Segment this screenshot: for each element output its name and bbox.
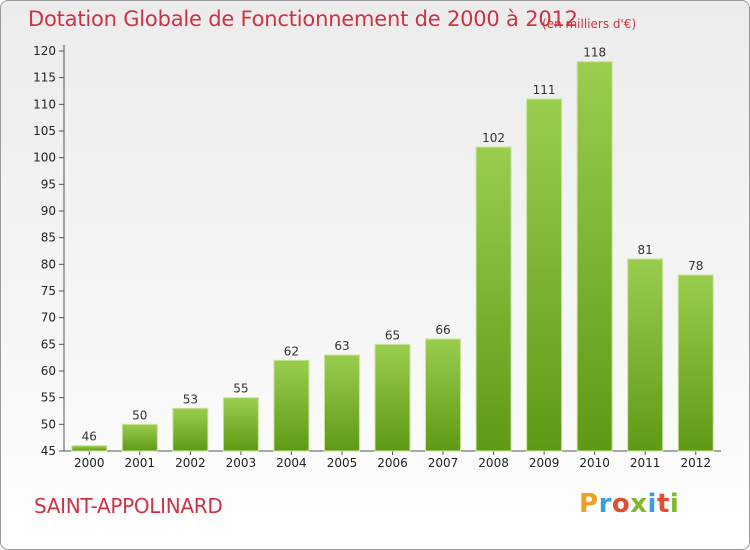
data-label: 118	[583, 46, 606, 60]
data-label: 81	[638, 243, 653, 257]
bar-2004	[273, 359, 310, 452]
y-tick-label: 70	[41, 311, 56, 325]
data-label: 63	[334, 339, 349, 353]
bar-2010	[576, 61, 613, 452]
y-tick-label: 55	[41, 391, 56, 405]
data-label: 55	[233, 382, 248, 396]
data-label: 50	[132, 408, 147, 422]
data-label: 62	[284, 344, 299, 358]
x-tick-label: 2010	[579, 456, 610, 470]
bar-2008	[475, 146, 512, 452]
data-label: 65	[385, 328, 400, 342]
bar-2011	[627, 258, 664, 452]
data-label: 53	[183, 392, 198, 406]
bar-2003	[222, 397, 259, 452]
bars	[71, 61, 714, 452]
y-tick-label: 50	[41, 417, 56, 431]
y-tick-label: 60	[41, 364, 56, 378]
x-tick-label: 2001	[125, 456, 156, 470]
bar-2000	[71, 445, 108, 452]
y-tick-label: 115	[33, 71, 56, 85]
x-tick-label: 2009	[529, 456, 560, 470]
y-tick-label: 85	[41, 231, 56, 245]
axes: 45 50 55 60 65 70 75 80 85 90 95 100 105 110 115 120	[33, 44, 721, 458]
y-tick-label: 110	[33, 97, 56, 111]
unit-note: (en milliers d'€)	[542, 17, 637, 31]
data-label: 102	[482, 131, 505, 145]
proxiti-logo: Proxiti	[579, 489, 680, 519]
x-tick-label: 2003	[226, 456, 257, 470]
data-label: 46	[82, 430, 97, 444]
y-tick-label: 105	[33, 124, 56, 138]
bar-2006	[374, 343, 411, 452]
y-tick-label: 80	[41, 257, 56, 271]
x-tick-label: 2011	[630, 456, 661, 470]
data-label: 66	[435, 323, 450, 337]
commune-name: SAINT-APPOLINARD	[34, 494, 223, 518]
x-tick-label: 2006	[377, 456, 408, 470]
x-tick-label: 2005	[327, 456, 358, 470]
data-label: 78	[688, 259, 703, 273]
x-tick-label: 2000	[74, 456, 105, 470]
x-tick-label: 2002	[175, 456, 206, 470]
bar-2009	[526, 98, 563, 452]
data-label: 111	[533, 83, 556, 97]
y-tick-label: 100	[33, 151, 56, 165]
x-tick-label: 2008	[478, 456, 509, 470]
y-tick-label: 90	[41, 204, 56, 218]
bar-2007	[425, 338, 462, 452]
chart-title: Dotation Globale de Fonctionnement de 20…	[28, 7, 578, 31]
bar-2002	[172, 407, 209, 452]
x-tick-label: 2012	[680, 456, 711, 470]
y-tick-label: 65	[41, 337, 56, 351]
y-tick-label: 75	[41, 284, 56, 298]
y-tick-label: 95	[41, 177, 56, 191]
bar-2001	[121, 423, 158, 452]
labels: 2000 46 2001 50 2002 53 2003 55 2004 62 2005 63 2006…	[74, 46, 711, 470]
x-tick-label: 2004	[276, 456, 307, 470]
y-tick-label: 120	[33, 44, 56, 58]
bar-2012	[677, 274, 714, 452]
x-tick-label: 2007	[428, 456, 459, 470]
bar-2005	[323, 354, 360, 452]
y-tick-label: 45	[41, 444, 56, 458]
